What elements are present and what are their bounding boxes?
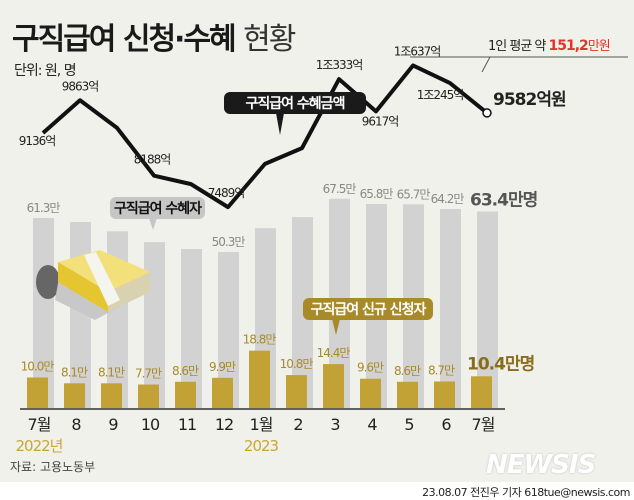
- applicants-label: 8.6만: [172, 364, 199, 378]
- title-bold: 구직급여 신청·수혜: [12, 22, 237, 57]
- unit-label: 단위: 원, 명: [14, 63, 77, 79]
- recipients-callout-label: 구직급여 수혜자: [114, 200, 202, 217]
- x-tick-label: 7월: [472, 415, 495, 434]
- x-tick-label: 6: [441, 415, 451, 434]
- applicants-bar: [286, 375, 307, 408]
- recipients-bar: [181, 248, 202, 408]
- recipients-bar: [144, 242, 165, 408]
- amount-label: 9136억: [19, 134, 56, 148]
- recipients-label: 61.3만: [27, 201, 61, 215]
- money-stack-side-icon: [58, 262, 108, 312]
- applicants-label: 8.1만: [61, 365, 88, 379]
- applicants-label: 10.8만: [280, 357, 314, 371]
- applicants-bar: [101, 383, 122, 408]
- money-band-icon: [84, 252, 120, 306]
- applicants-bar: [323, 364, 344, 408]
- amount-label: 8188억: [134, 153, 171, 167]
- x-tick-label: 3: [330, 415, 339, 434]
- applicants-callout-pointer: [332, 319, 340, 335]
- amount-label: 1조637억: [394, 44, 441, 58]
- applicants-bar: [471, 376, 492, 408]
- applicants-bar: [360, 378, 381, 408]
- amount-label: 1조245억: [417, 88, 464, 102]
- applicants-bar: [175, 381, 196, 408]
- amount-label: 9582억원: [493, 90, 566, 110]
- recipients-bar: [477, 211, 498, 408]
- amount-label: 9863억: [62, 79, 99, 93]
- average-note: 1인 평균 약 151,2만원: [488, 35, 611, 54]
- recipients-callout-bubble: [110, 197, 205, 219]
- amount-callout-pointer: [276, 113, 284, 135]
- amount-label: 1조333억: [316, 58, 363, 72]
- recipients-label: 50.3만: [212, 235, 246, 249]
- average-prefix: 1인 평균 약: [488, 39, 549, 54]
- recipients-bar: [440, 208, 461, 408]
- recipients-label: 64.2만: [431, 192, 465, 206]
- applicants-label: 10.4만명: [467, 354, 534, 374]
- recipients-callout-pointer: [149, 218, 157, 230]
- recipients-label: 63.4만명: [470, 190, 537, 210]
- money-roll-icon: [36, 265, 60, 299]
- applicants-label: 18.8만: [243, 333, 277, 347]
- source: 자료: 고용노동부: [10, 460, 96, 474]
- footer-bar: [0, 482, 634, 500]
- recipients-label: 65.7만: [397, 187, 431, 201]
- average-callout-pointer: [481, 56, 491, 73]
- x-tick-label: 8: [71, 415, 81, 434]
- applicants-label: 8.7만: [428, 363, 455, 377]
- x-tick-label: 12: [215, 415, 233, 434]
- credit: 23.08.07 전진우 기자 618tue@newsis.com: [422, 486, 630, 499]
- applicants-label: 8.6만: [394, 364, 421, 378]
- page-title: 구직급여 신청·수혜 현황: [12, 14, 296, 58]
- money-stack-end-icon: [108, 272, 150, 312]
- applicants-label: 10.0만: [21, 360, 55, 374]
- x-tick-label: 11: [178, 415, 196, 434]
- applicants-label: 9.6만: [357, 361, 384, 375]
- applicants-bar: [64, 383, 85, 408]
- applicants-label: 8.1만: [98, 365, 125, 379]
- newsis-logo: NEWSIS: [486, 450, 596, 480]
- recipients-label: 65.8만: [360, 187, 394, 201]
- x-tick-label: 7월: [28, 415, 51, 434]
- x-tick-label: 4: [367, 415, 377, 434]
- x-tick-label: 2: [293, 415, 302, 434]
- amount-callout-bubble: [224, 92, 366, 114]
- applicants-bar: [138, 384, 159, 408]
- amount-line: [41, 63, 489, 210]
- amount-end-marker: [482, 108, 492, 118]
- applicants-bar: [27, 377, 48, 408]
- x-tick-label: 10: [141, 415, 160, 434]
- recipients-bar: [218, 252, 239, 408]
- average-value: 151,2: [548, 38, 589, 54]
- x-tick-label: 5: [404, 415, 413, 434]
- applicants-bar: [434, 381, 455, 408]
- x-tick-label: 1월: [250, 415, 273, 434]
- year-label: 2022년: [16, 437, 63, 455]
- applicants-bar: [249, 350, 270, 408]
- applicants-bar: [212, 377, 233, 408]
- applicants-callout-label: 구직급여 신규 신청자: [311, 301, 427, 318]
- applicants-label: 7.7만: [135, 367, 162, 381]
- applicants-bar: [397, 381, 418, 408]
- recipients-label: 67.5만: [323, 182, 357, 196]
- year-label: 2023: [244, 437, 279, 455]
- amount-label: 9617억: [362, 114, 399, 128]
- applicants-label: 14.4만: [317, 346, 351, 360]
- amount-callout-label: 구직급여 수혜금액: [246, 95, 345, 112]
- applicants-label: 9.9만: [209, 360, 236, 374]
- applicants-callout-bubble: [303, 298, 433, 320]
- recipients-bar: [292, 217, 313, 408]
- title-light: 현황: [243, 22, 296, 57]
- amount-label: 7489억: [208, 186, 245, 200]
- average-suffix: 만원: [587, 39, 611, 54]
- x-tick-label: 9: [108, 415, 118, 434]
